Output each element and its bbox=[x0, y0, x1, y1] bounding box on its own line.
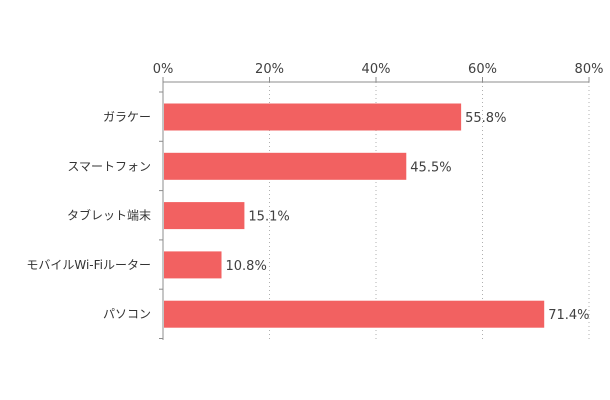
bar bbox=[164, 103, 462, 131]
category-label: パソコン bbox=[103, 307, 151, 321]
data-label: 55.8% bbox=[465, 111, 506, 126]
category-label: タブレット端末 bbox=[67, 208, 151, 223]
x-tick-label: 60% bbox=[468, 62, 497, 77]
x-tick-label: 80% bbox=[575, 62, 604, 77]
data-label: 71.4% bbox=[548, 308, 589, 323]
x-tick-label: 0% bbox=[153, 62, 174, 77]
bar bbox=[164, 251, 222, 279]
category-label: スマートフォン bbox=[67, 159, 151, 173]
x-tick-label: 40% bbox=[362, 62, 391, 77]
x-tick-label: 20% bbox=[255, 62, 284, 77]
bar bbox=[164, 300, 545, 328]
bar bbox=[164, 152, 407, 180]
data-label: 10.8% bbox=[226, 259, 267, 274]
bar bbox=[164, 202, 245, 230]
category-label: ガラケー bbox=[103, 110, 151, 124]
data-label: 15.1% bbox=[248, 210, 289, 225]
data-label: 45.5% bbox=[410, 160, 451, 175]
category-label: モバイルWi-Fiルーター bbox=[26, 258, 151, 272]
